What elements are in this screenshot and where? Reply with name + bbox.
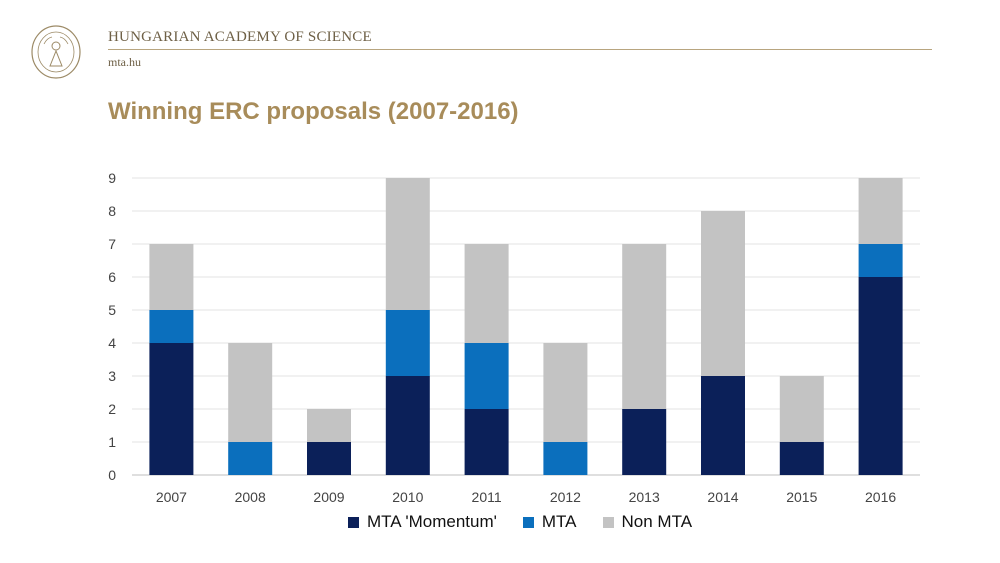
- bar-segment-mta: [543, 442, 588, 475]
- legend-item: Non MTA: [602, 512, 693, 532]
- chart-legend: MTA 'Momentum' MTA Non MTA: [0, 512, 1000, 532]
- legend-label: Non MTA: [621, 512, 693, 531]
- academy-seal-logo: [30, 24, 82, 80]
- x-tick-label: 2014: [707, 489, 738, 505]
- y-tick-label: 6: [108, 269, 116, 285]
- bar-segment-mta-momentum: [622, 409, 667, 475]
- bar-segment-mta: [228, 442, 273, 475]
- y-tick-label: 1: [108, 434, 116, 450]
- bar-segment-mta-momentum: [464, 409, 509, 475]
- x-tick-label: 2012: [550, 489, 581, 505]
- bar-segment-non-mta: [701, 211, 745, 376]
- bar-segment-mta-momentum: [701, 376, 745, 475]
- x-tick-label: 2007: [156, 489, 187, 505]
- legend-swatch: [602, 516, 614, 528]
- bar-segment-non-mta: [858, 178, 903, 244]
- bar-segment-mta-momentum: [858, 277, 903, 475]
- bar-segment-mta-momentum: [385, 376, 430, 475]
- bar-segment-non-mta: [464, 244, 509, 343]
- x-tick-label: 2015: [786, 489, 817, 505]
- bar-segment-non-mta: [622, 244, 667, 409]
- header-divider: [108, 49, 932, 50]
- bar-segment-mta: [858, 244, 903, 277]
- bar-segment-non-mta: [228, 343, 273, 442]
- y-tick-label: 0: [108, 467, 116, 483]
- legend-swatch: [347, 516, 359, 528]
- y-tick-label: 3: [108, 368, 116, 384]
- bar-segment-mta-momentum: [307, 442, 351, 475]
- x-tick-label: 2016: [865, 489, 896, 505]
- legend-item: MTA 'Momentum': [347, 512, 497, 532]
- x-tick-label: 2013: [629, 489, 660, 505]
- bar-segment-mta-momentum: [149, 343, 194, 475]
- bar-segment-non-mta: [385, 178, 430, 310]
- x-tick-label: 2009: [313, 489, 344, 505]
- bar-segment-non-mta: [543, 343, 588, 442]
- slide-title: Winning ERC proposals (2007-2016): [108, 98, 519, 125]
- legend-swatch: [522, 516, 534, 528]
- bar-segment-mta: [385, 310, 430, 376]
- bar-segment-mta: [464, 343, 509, 409]
- bar-segment-mta: [149, 310, 194, 343]
- y-tick-label: 4: [108, 335, 116, 351]
- bar-segment-mta-momentum: [779, 442, 824, 475]
- bar-segment-non-mta: [779, 376, 824, 442]
- x-tick-label: 2011: [472, 489, 502, 505]
- bar-segment-non-mta: [149, 244, 194, 310]
- y-tick-label: 8: [108, 203, 116, 219]
- bar-segment-non-mta: [307, 409, 351, 442]
- y-tick-label: 7: [108, 236, 116, 252]
- legend-label: MTA: [541, 512, 577, 531]
- y-tick-label: 5: [108, 302, 116, 318]
- organization-name: HUNGARIAN ACADEMY OF SCIENCE: [108, 29, 372, 45]
- legend-label: MTA 'Momentum': [366, 512, 497, 531]
- x-tick-label: 2008: [235, 489, 266, 505]
- organization-url[interactable]: mta.hu: [108, 55, 141, 69]
- legend-item: MTA: [522, 512, 577, 532]
- x-tick-label: 2010: [392, 489, 423, 505]
- y-tick-label: 9: [108, 170, 116, 186]
- academy-seal-icon: [31, 25, 81, 79]
- y-tick-label: 2: [108, 401, 116, 417]
